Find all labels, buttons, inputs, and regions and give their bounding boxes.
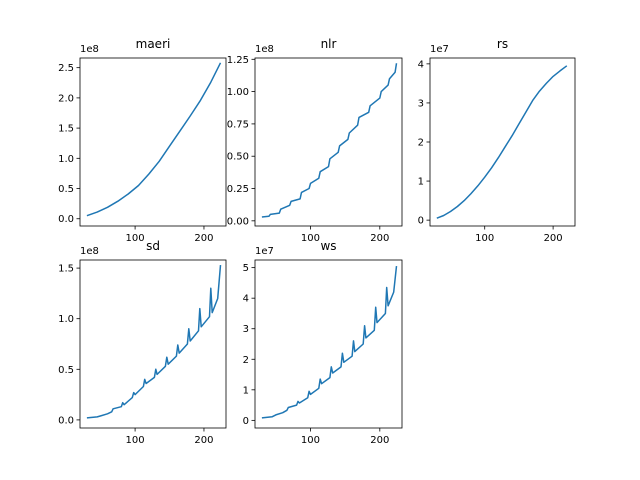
axes-frame: [254, 57, 403, 227]
subplot-sd: 100 200 0.0 0.5 1.0 1.5 1e8 sd: [58, 239, 227, 446]
axes-frame: [429, 57, 576, 227]
subplot-rs: 100 200 0 1 2 3 4 1e7 rs: [418, 37, 576, 244]
y-tick-label: 3: [418, 98, 424, 109]
y-tick-label: 1.5: [58, 124, 74, 135]
series-line-maeri: [86, 62, 222, 217]
y-tick-label: 2: [243, 355, 249, 366]
x-tick-label: 200: [194, 233, 213, 244]
y-tick-label: 0: [418, 216, 424, 227]
y-tick-label: 0.75: [227, 119, 249, 130]
y-tick-label: 2: [418, 138, 424, 149]
subplot-title: nlr: [321, 37, 337, 51]
y-tick-label: 1.0: [58, 314, 74, 325]
series-line-sd: [86, 265, 222, 419]
y-offset-label: 1e8: [255, 44, 274, 55]
axes-frame: [254, 259, 403, 429]
axes-frame: [79, 259, 227, 429]
subplot-ws: 100 200 0 1 2 3 4 5 1e7 ws: [243, 239, 403, 446]
y-tick-label: 0.5: [58, 365, 74, 376]
y-tick-label: 5: [243, 263, 249, 274]
y-tick-label: 3: [243, 324, 249, 335]
y-tick-label: 4: [418, 59, 424, 70]
y-tick-label: 4: [243, 294, 249, 305]
y-tick-label: 1: [418, 177, 424, 188]
y-offset-label: 1e7: [255, 246, 274, 257]
subplot-title: ws: [320, 239, 336, 253]
y-offset-label: 1e8: [80, 246, 99, 257]
x-tick-label: 100: [301, 435, 320, 446]
y-tick-label: 0.0: [58, 214, 74, 225]
x-tick-label: 200: [194, 435, 213, 446]
series-line-nlr: [261, 63, 398, 218]
series-line-ws: [261, 266, 398, 419]
y-tick-label: 1.0: [58, 154, 74, 165]
x-tick-label: 100: [301, 233, 320, 244]
y-tick-label: 1.25: [227, 55, 249, 66]
y-tick-label: 0.50: [227, 152, 249, 163]
y-tick-label: 0.0: [58, 415, 74, 426]
subplot-title: sd: [146, 239, 160, 253]
x-tick-label: 100: [126, 435, 145, 446]
x-tick-label: 100: [475, 233, 494, 244]
y-tick-label: 1.00: [227, 87, 249, 98]
y-offset-label: 1e8: [80, 44, 99, 55]
subplot-maeri: 100 200 0.0 0.5 1.0 1.5 2.0 2.5 1e8 maeri: [58, 37, 227, 244]
y-tick-label: 0.5: [58, 184, 74, 195]
series-line-rs: [436, 65, 568, 219]
subplot-title: maeri: [136, 37, 171, 51]
x-tick-label: 100: [126, 233, 145, 244]
x-tick-label: 200: [370, 435, 389, 446]
y-tick-label: 0.25: [227, 184, 249, 195]
y-tick-label: 0.00: [227, 216, 249, 227]
y-tick-label: 1.5: [58, 264, 74, 275]
x-tick-label: 200: [370, 233, 389, 244]
y-tick-label: 2.5: [58, 63, 74, 74]
y-tick-label: 0: [243, 416, 249, 427]
subplot-title: rs: [497, 37, 508, 51]
y-offset-label: 1e7: [430, 44, 449, 55]
subplot-nlr: 100 200 0.00 0.25 0.50 0.75 1.00 1.25 1e8 nlr: [227, 37, 403, 244]
y-tick-label: 2.0: [58, 93, 74, 104]
y-tick-label: 1: [243, 385, 249, 396]
x-tick-label: 200: [544, 233, 563, 244]
axes-frame: [79, 57, 227, 227]
